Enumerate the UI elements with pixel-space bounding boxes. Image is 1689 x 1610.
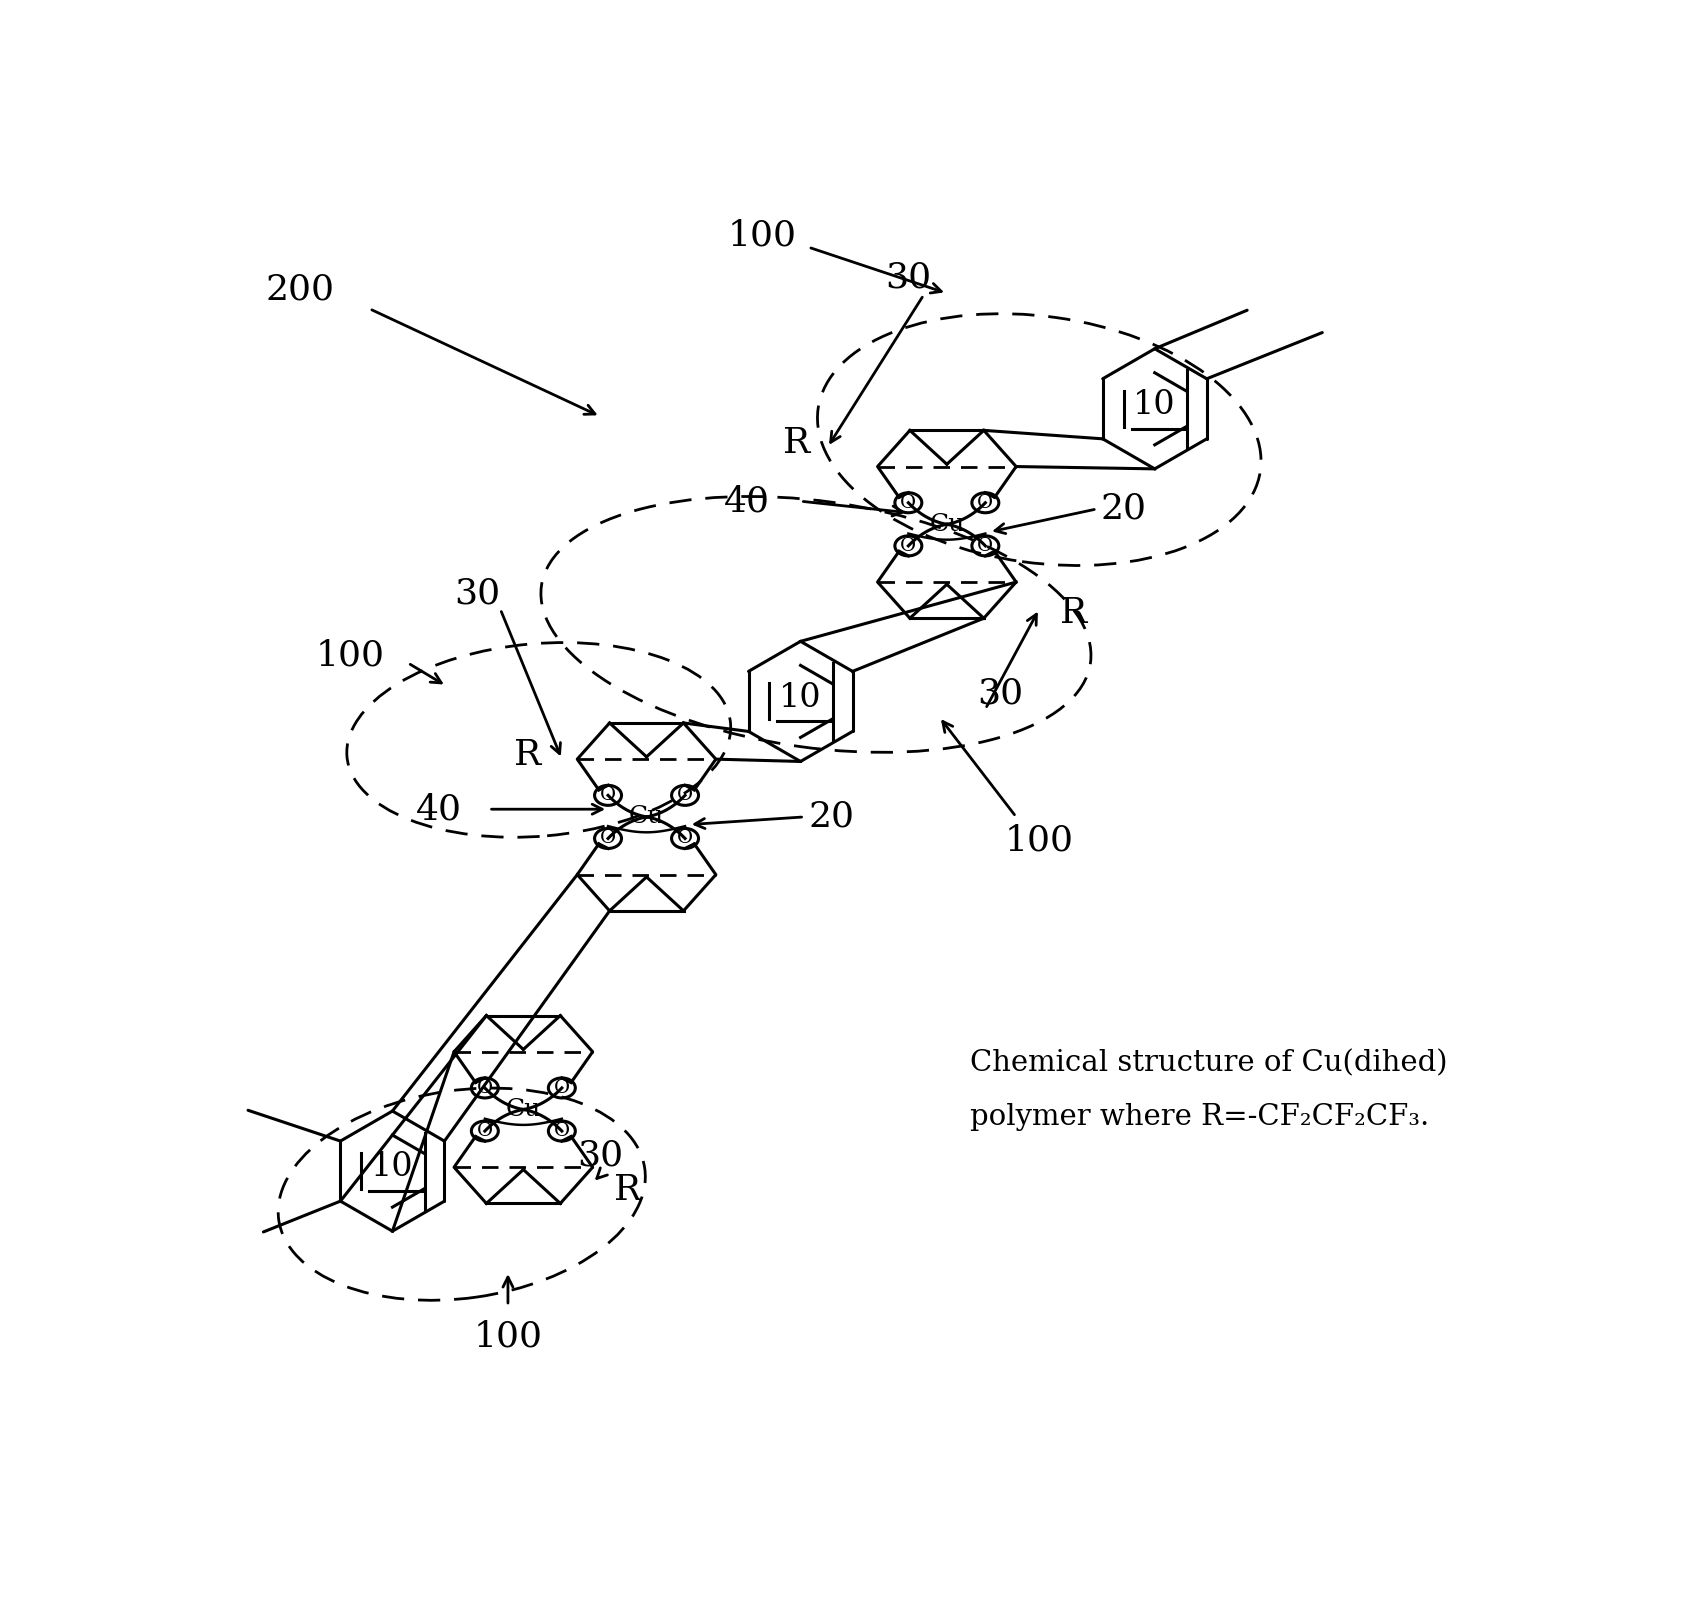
Text: O: O — [978, 536, 993, 555]
Text: 40: 40 — [415, 792, 461, 826]
Text: O: O — [600, 829, 616, 847]
Text: O: O — [476, 1079, 493, 1096]
Text: 20: 20 — [809, 800, 855, 834]
Text: 20: 20 — [1101, 493, 1147, 526]
Text: R: R — [1061, 596, 1088, 630]
Text: O: O — [476, 1122, 493, 1140]
Text: 10: 10 — [779, 681, 823, 713]
Text: O: O — [677, 829, 692, 847]
Text: Cu: Cu — [505, 1098, 540, 1121]
Text: 30: 30 — [885, 261, 931, 295]
Text: 40: 40 — [723, 485, 770, 518]
Text: 30: 30 — [578, 1138, 623, 1172]
Text: 100: 100 — [316, 638, 385, 673]
Text: 10: 10 — [372, 1151, 414, 1183]
Text: Cu: Cu — [628, 805, 664, 829]
Text: R: R — [784, 427, 811, 460]
Text: O: O — [600, 786, 616, 805]
Text: 100: 100 — [728, 219, 797, 253]
Text: R: R — [513, 739, 540, 773]
Text: polymer where R=-CF₂CF₂CF₃.: polymer where R=-CF₂CF₂CF₃. — [969, 1103, 1429, 1132]
Text: 10: 10 — [1133, 390, 1176, 420]
Text: R: R — [613, 1174, 640, 1208]
Text: O: O — [554, 1122, 569, 1140]
Text: O: O — [900, 494, 917, 512]
Text: 30: 30 — [454, 576, 500, 610]
Text: Chemical structure of Cu(dihed): Chemical structure of Cu(dihed) — [969, 1050, 1447, 1077]
Text: O: O — [677, 786, 692, 805]
Text: 100: 100 — [1005, 823, 1074, 857]
Text: O: O — [978, 494, 993, 512]
Text: 100: 100 — [473, 1320, 542, 1354]
Text: 30: 30 — [978, 676, 1024, 710]
Text: Cu: Cu — [929, 514, 964, 536]
Text: O: O — [900, 536, 917, 555]
Text: O: O — [554, 1079, 569, 1096]
Text: 200: 200 — [265, 272, 334, 306]
